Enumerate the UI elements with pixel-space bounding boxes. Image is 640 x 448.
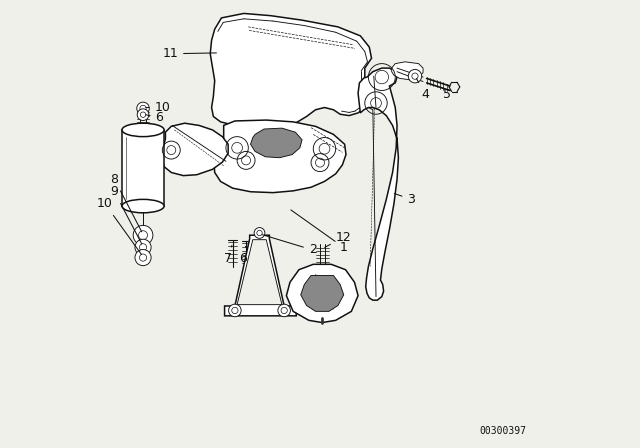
- Circle shape: [254, 228, 265, 238]
- Circle shape: [137, 102, 149, 115]
- Text: 11: 11: [163, 47, 216, 60]
- Text: 10: 10: [146, 101, 170, 114]
- Text: 10: 10: [97, 197, 141, 254]
- Polygon shape: [237, 240, 282, 305]
- Circle shape: [228, 304, 241, 317]
- Circle shape: [133, 225, 153, 245]
- Ellipse shape: [122, 123, 164, 137]
- Text: 1: 1: [291, 210, 348, 254]
- Polygon shape: [225, 235, 296, 316]
- Text: 12: 12: [324, 231, 351, 247]
- Text: 7: 7: [224, 246, 232, 266]
- Circle shape: [408, 69, 422, 83]
- Text: 2: 2: [262, 235, 317, 257]
- Text: 8: 8: [110, 172, 141, 232]
- Circle shape: [135, 239, 151, 255]
- Polygon shape: [214, 120, 346, 193]
- Polygon shape: [301, 276, 344, 311]
- Circle shape: [278, 304, 291, 317]
- Text: 5: 5: [443, 88, 451, 102]
- Polygon shape: [210, 13, 371, 138]
- Polygon shape: [122, 130, 164, 206]
- Polygon shape: [287, 264, 358, 323]
- Circle shape: [137, 109, 149, 121]
- Text: 6: 6: [239, 246, 247, 266]
- Text: 00300397: 00300397: [479, 426, 526, 436]
- Polygon shape: [163, 123, 228, 176]
- Polygon shape: [358, 68, 398, 300]
- Polygon shape: [392, 62, 423, 80]
- Text: 4: 4: [417, 78, 429, 101]
- Text: 6: 6: [146, 111, 163, 124]
- Text: 3: 3: [394, 193, 415, 206]
- Circle shape: [135, 250, 151, 266]
- Ellipse shape: [122, 199, 164, 213]
- Polygon shape: [250, 128, 302, 158]
- Text: 9: 9: [111, 185, 141, 244]
